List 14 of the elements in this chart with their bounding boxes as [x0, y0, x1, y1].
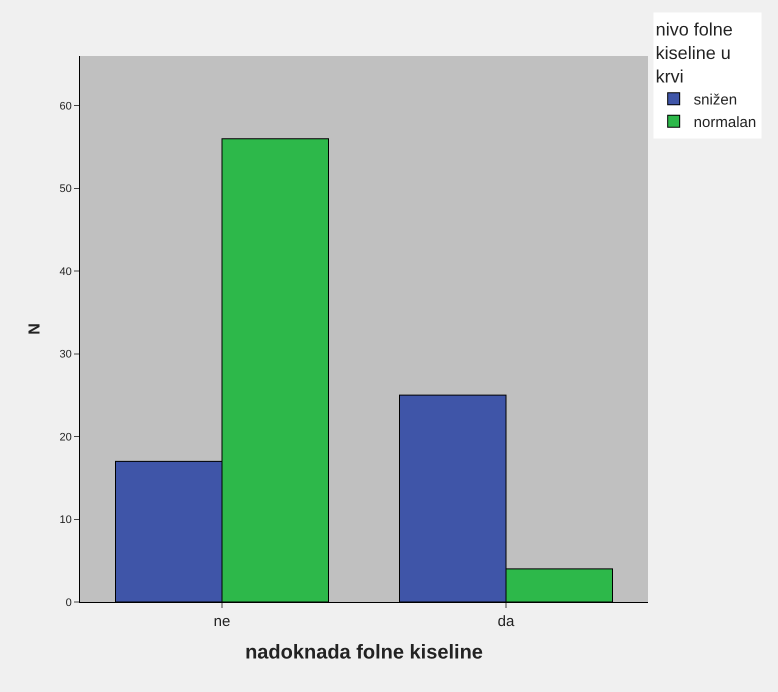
y-tick-label: 10: [60, 514, 72, 526]
x-axis-title: nadoknada folne kiseline: [245, 642, 483, 664]
y-axis-title: N: [26, 323, 44, 335]
y-tick-label: 0: [66, 596, 72, 609]
y-tick-label: 20: [60, 431, 72, 444]
x-tick-label: da: [498, 613, 515, 630]
legend-label: snižen: [694, 92, 738, 109]
y-tick-label: 50: [60, 183, 72, 196]
y-tick-label: 30: [60, 348, 72, 361]
y-tick-label: 40: [60, 266, 72, 278]
legend-label: normalan: [694, 114, 756, 132]
y-tick-label: 60: [60, 100, 72, 112]
x-tick-label: ne: [214, 613, 230, 630]
legend-title: nivo folne kiseline u krvi: [656, 20, 733, 87]
